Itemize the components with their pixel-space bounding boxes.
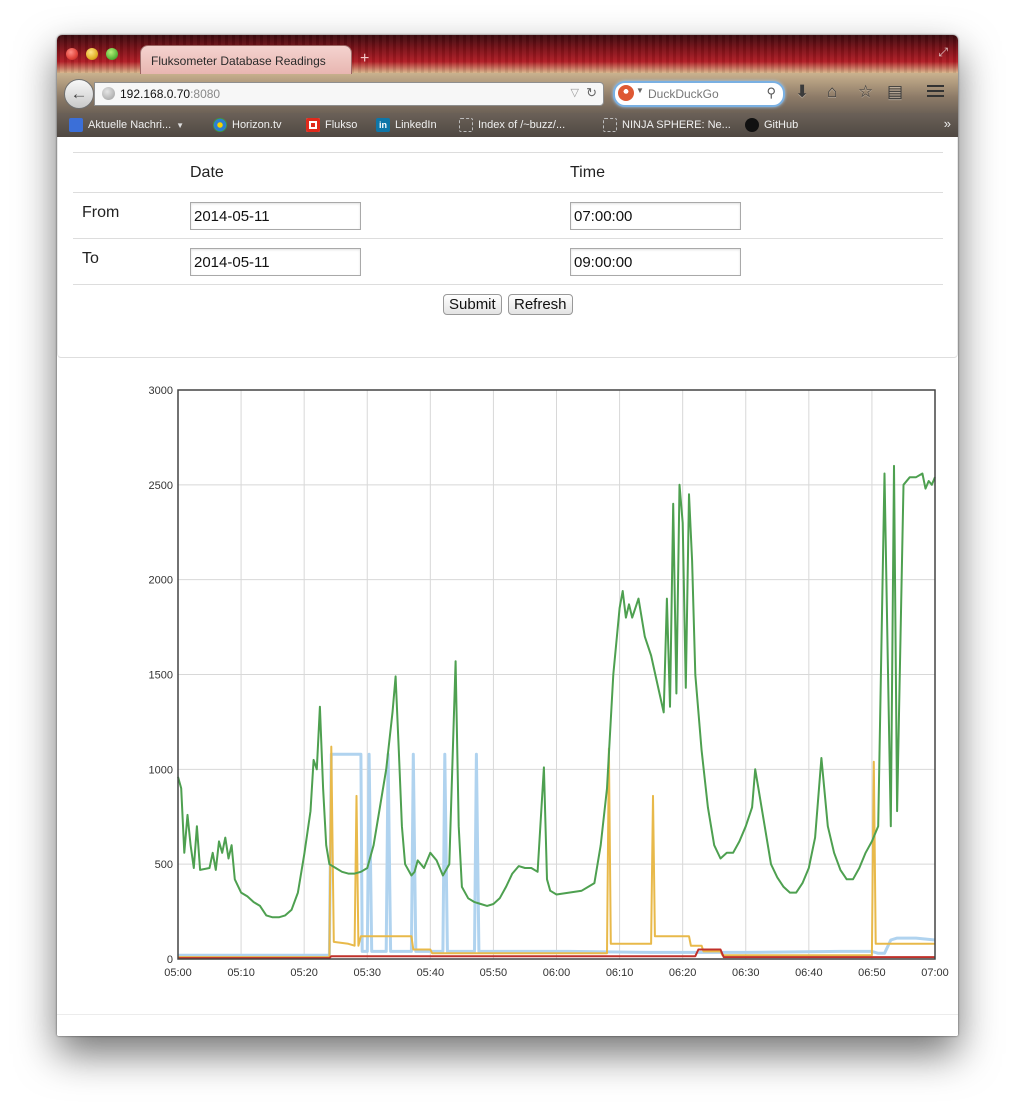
submit-button[interactable]: Submit — [443, 294, 502, 315]
horizon-icon — [213, 118, 227, 132]
home-icon[interactable]: ⌂ — [827, 82, 838, 101]
x-tick-label: 06:40 — [795, 967, 823, 979]
search-engine-dropdown-icon[interactable]: ▼ — [636, 86, 644, 95]
table-divider — [73, 192, 943, 193]
back-arrow-icon: ← — [70, 84, 88, 103]
x-tick-label: 06:50 — [858, 967, 886, 979]
query-panel: Date Time From To Submit Refresh — [57, 137, 958, 358]
bookmark-label: NINJA SPHERE: Ne... — [622, 119, 731, 131]
x-tick-label: 07:00 — [921, 967, 949, 979]
chevron-down-icon: ▼ — [176, 120, 185, 130]
readings-chart: 05:00 05:10 05:20 05:30 05:40 05:50 06:00 06:10… — [57, 368, 958, 1008]
bookmark-github[interactable]: GitHub — [745, 117, 798, 133]
bookmark-ninja-sphere[interactable]: NINJA SPHERE: Ne... — [603, 117, 731, 133]
url-text: 192.168.0.70:8080 — [120, 87, 220, 101]
series-line-blue — [178, 752, 936, 957]
bookmark-label: LinkedIn — [395, 119, 437, 131]
table-divider — [73, 238, 943, 239]
from-time-input[interactable] — [570, 202, 741, 230]
new-tab-button[interactable]: + — [360, 50, 370, 67]
from-date-input[interactable] — [190, 202, 361, 230]
search-bar[interactable]: ▼ DuckDuckGo ⚲ — [613, 81, 785, 107]
search-icon[interactable]: ⚲ — [766, 85, 776, 100]
x-tick-label: 06:30 — [732, 967, 760, 979]
x-tick-label: 05:40 — [417, 967, 445, 979]
x-tick-label: 05:20 — [290, 967, 318, 979]
y-tick-label: 2000 — [149, 575, 173, 587]
close-window-button[interactable] — [66, 48, 78, 60]
back-button[interactable]: ← — [64, 79, 94, 109]
y-tick-label: 3000 — [149, 385, 173, 397]
page-icon — [459, 118, 473, 132]
x-tick-label: 06:20 — [669, 967, 697, 979]
tab-fluksometer[interactable]: Fluksometer Database Readings — [140, 45, 352, 74]
to-date-input[interactable] — [190, 248, 361, 276]
series-line-green — [177, 464, 936, 919]
series-line-red — [178, 948, 935, 960]
refresh-button[interactable]: Refresh — [508, 294, 573, 315]
bookmarks-toolbar: Aktuelle Nachri... ▼ Horizon.tv Flukso i… — [57, 113, 958, 138]
x-tick-label: 05:50 — [480, 967, 508, 979]
column-header-time: Time — [570, 164, 605, 181]
bookmark-linkedin[interactable]: in LinkedIn — [376, 117, 437, 133]
bookmark-label: GitHub — [764, 119, 799, 131]
fullscreen-icon[interactable]: ⤢ — [938, 45, 948, 59]
page-icon — [603, 118, 617, 132]
x-tick-label: 06:00 — [543, 967, 571, 979]
y-tick-label: 2500 — [149, 480, 173, 492]
to-time-input[interactable] — [570, 248, 741, 276]
tab-title: Fluksometer Database Readings — [151, 54, 326, 68]
x-tick-label: 05:00 — [164, 967, 192, 979]
github-icon — [745, 118, 759, 132]
bookmark-label: Aktuelle Nachri... — [88, 119, 172, 131]
x-tick-label: 05:10 — [227, 967, 255, 979]
rss-icon — [69, 118, 83, 132]
bookmark-star-icon[interactable]: ☆ — [858, 82, 874, 101]
title-bar: Fluksometer Database Readings + ⤢ — [57, 35, 958, 74]
table-divider — [73, 152, 943, 153]
y-tick-label: 1500 — [149, 670, 173, 682]
duckduckgo-icon[interactable] — [618, 85, 634, 101]
linkedin-icon: in — [376, 118, 390, 132]
bookmark-horizon[interactable]: Horizon.tv — [213, 117, 282, 133]
table-divider — [73, 284, 943, 285]
globe-icon — [102, 87, 115, 100]
column-header-date: Date — [190, 164, 224, 181]
y-tick-label: 0 — [167, 954, 173, 966]
y-tick-label: 500 — [155, 859, 173, 871]
address-bar[interactable]: 192.168.0.70:8080 ▽ ↻ — [94, 82, 604, 106]
chart-svg: 05:00 05:10 05:20 05:30 05:40 05:50 06:00 06:10… — [149, 385, 949, 979]
y-tick-label: 1000 — [149, 764, 173, 776]
minimize-window-button[interactable] — [86, 48, 98, 60]
x-tick-label: 06:10 — [606, 967, 634, 979]
url-port: :8080 — [190, 87, 221, 101]
reload-icon[interactable]: ↻ — [586, 85, 597, 100]
bookmark-aktuelle-nachrichten[interactable]: Aktuelle Nachri... ▼ — [69, 117, 184, 133]
plot-frame — [177, 389, 936, 960]
browser-window: Fluksometer Database Readings + ⤢ 192.16… — [57, 35, 958, 1036]
bookmark-label: Index of /~buzz/... — [478, 119, 566, 131]
url-host: 192.168.0.70 — [120, 87, 191, 101]
to-label: To — [82, 250, 99, 267]
bookmark-flukso[interactable]: Flukso — [306, 117, 357, 133]
bookmark-label: Flukso — [325, 119, 358, 131]
bookmark-label: Horizon.tv — [232, 119, 282, 131]
bookmark-index-of-buzz[interactable]: Index of /~buzz/... — [459, 117, 565, 133]
zoom-window-button[interactable] — [106, 48, 118, 60]
search-input[interactable]: DuckDuckGo — [648, 87, 719, 101]
bookmarks-menu-icon[interactable]: ▤ — [887, 82, 904, 101]
page-content: Date Time From To Submit Refresh 05:0005… — [57, 137, 958, 1036]
url-dropdown-icon[interactable]: ▽ — [570, 87, 579, 99]
x-tick-label: 05:30 — [353, 967, 381, 979]
footer-divider — [57, 1014, 958, 1015]
hamburger-menu-icon[interactable] — [927, 85, 944, 100]
flukso-icon — [306, 118, 320, 132]
download-icon[interactable]: ⬇ — [795, 82, 810, 101]
bookmarks-overflow-icon[interactable]: » — [943, 116, 951, 131]
from-label: From — [82, 204, 120, 221]
navigation-toolbar: 192.168.0.70:8080 ▽ ↻ ← ▼ DuckDuckGo ⚲ ⬇… — [57, 73, 958, 113]
